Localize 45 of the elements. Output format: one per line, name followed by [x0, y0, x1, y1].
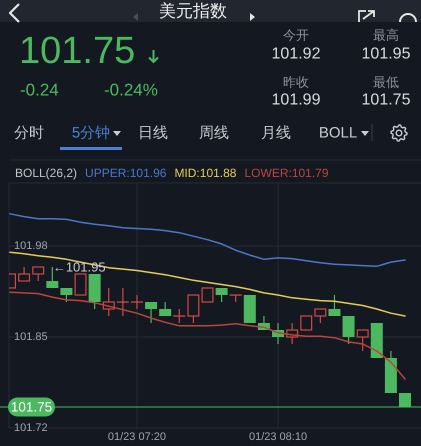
text: -0.24 [20, 80, 59, 100]
y-tick-label: 101.85 [14, 331, 48, 343]
line-series [9, 252, 406, 317]
candlestick [74, 273, 87, 296]
candlestick [370, 323, 383, 358]
text: 今开 [283, 28, 309, 42]
text: -0.24% [104, 80, 158, 100]
text: 日线 [138, 124, 168, 142]
text: 月线 [261, 124, 291, 142]
candlestick [244, 295, 256, 323]
candlestick [173, 308, 186, 324]
y-tick-label: 101.72 [14, 422, 48, 434]
legend-title: BOLL(26,2) [15, 166, 78, 180]
candlestick [116, 287, 129, 317]
candlestick [300, 315, 312, 331]
text: 101.99 [272, 92, 321, 108]
candlestick [145, 302, 158, 324]
text: MID:101.88 [174, 166, 237, 180]
text: 5分钟 [72, 124, 110, 142]
text: LOWER:101.79 [244, 166, 329, 180]
text: 101.75 [362, 92, 411, 108]
candlestick [102, 287, 115, 317]
text: 101.92 [272, 46, 321, 62]
candlestick [356, 329, 369, 352]
text: BOLL [318, 124, 358, 142]
x-tick-label: 01/23 08:10 [248, 431, 308, 443]
text: 101.95 [362, 46, 411, 62]
candlestick [32, 266, 44, 282]
line-series [9, 291, 406, 380]
candlestick [202, 287, 214, 303]
candlestick [159, 301, 172, 316]
x-tick-label: 01/23 07:20 [108, 431, 166, 443]
y-tick-label: 101.98 [14, 240, 48, 252]
chart-title: 美元指数 [159, 2, 227, 20]
ref-line-label: 101.75 [10, 400, 52, 414]
text: 最低 [373, 74, 399, 90]
candlestick [328, 294, 340, 316]
text: UPPER:101.96 [85, 166, 167, 180]
annotation: ←101.95 [52, 260, 106, 274]
text: 101.75 [19, 30, 136, 72]
text: 周线 [199, 124, 229, 142]
text: 昨收 [283, 74, 309, 90]
candlestick [230, 294, 242, 303]
text: 分时 [14, 124, 44, 142]
text: 最高 [373, 28, 399, 42]
